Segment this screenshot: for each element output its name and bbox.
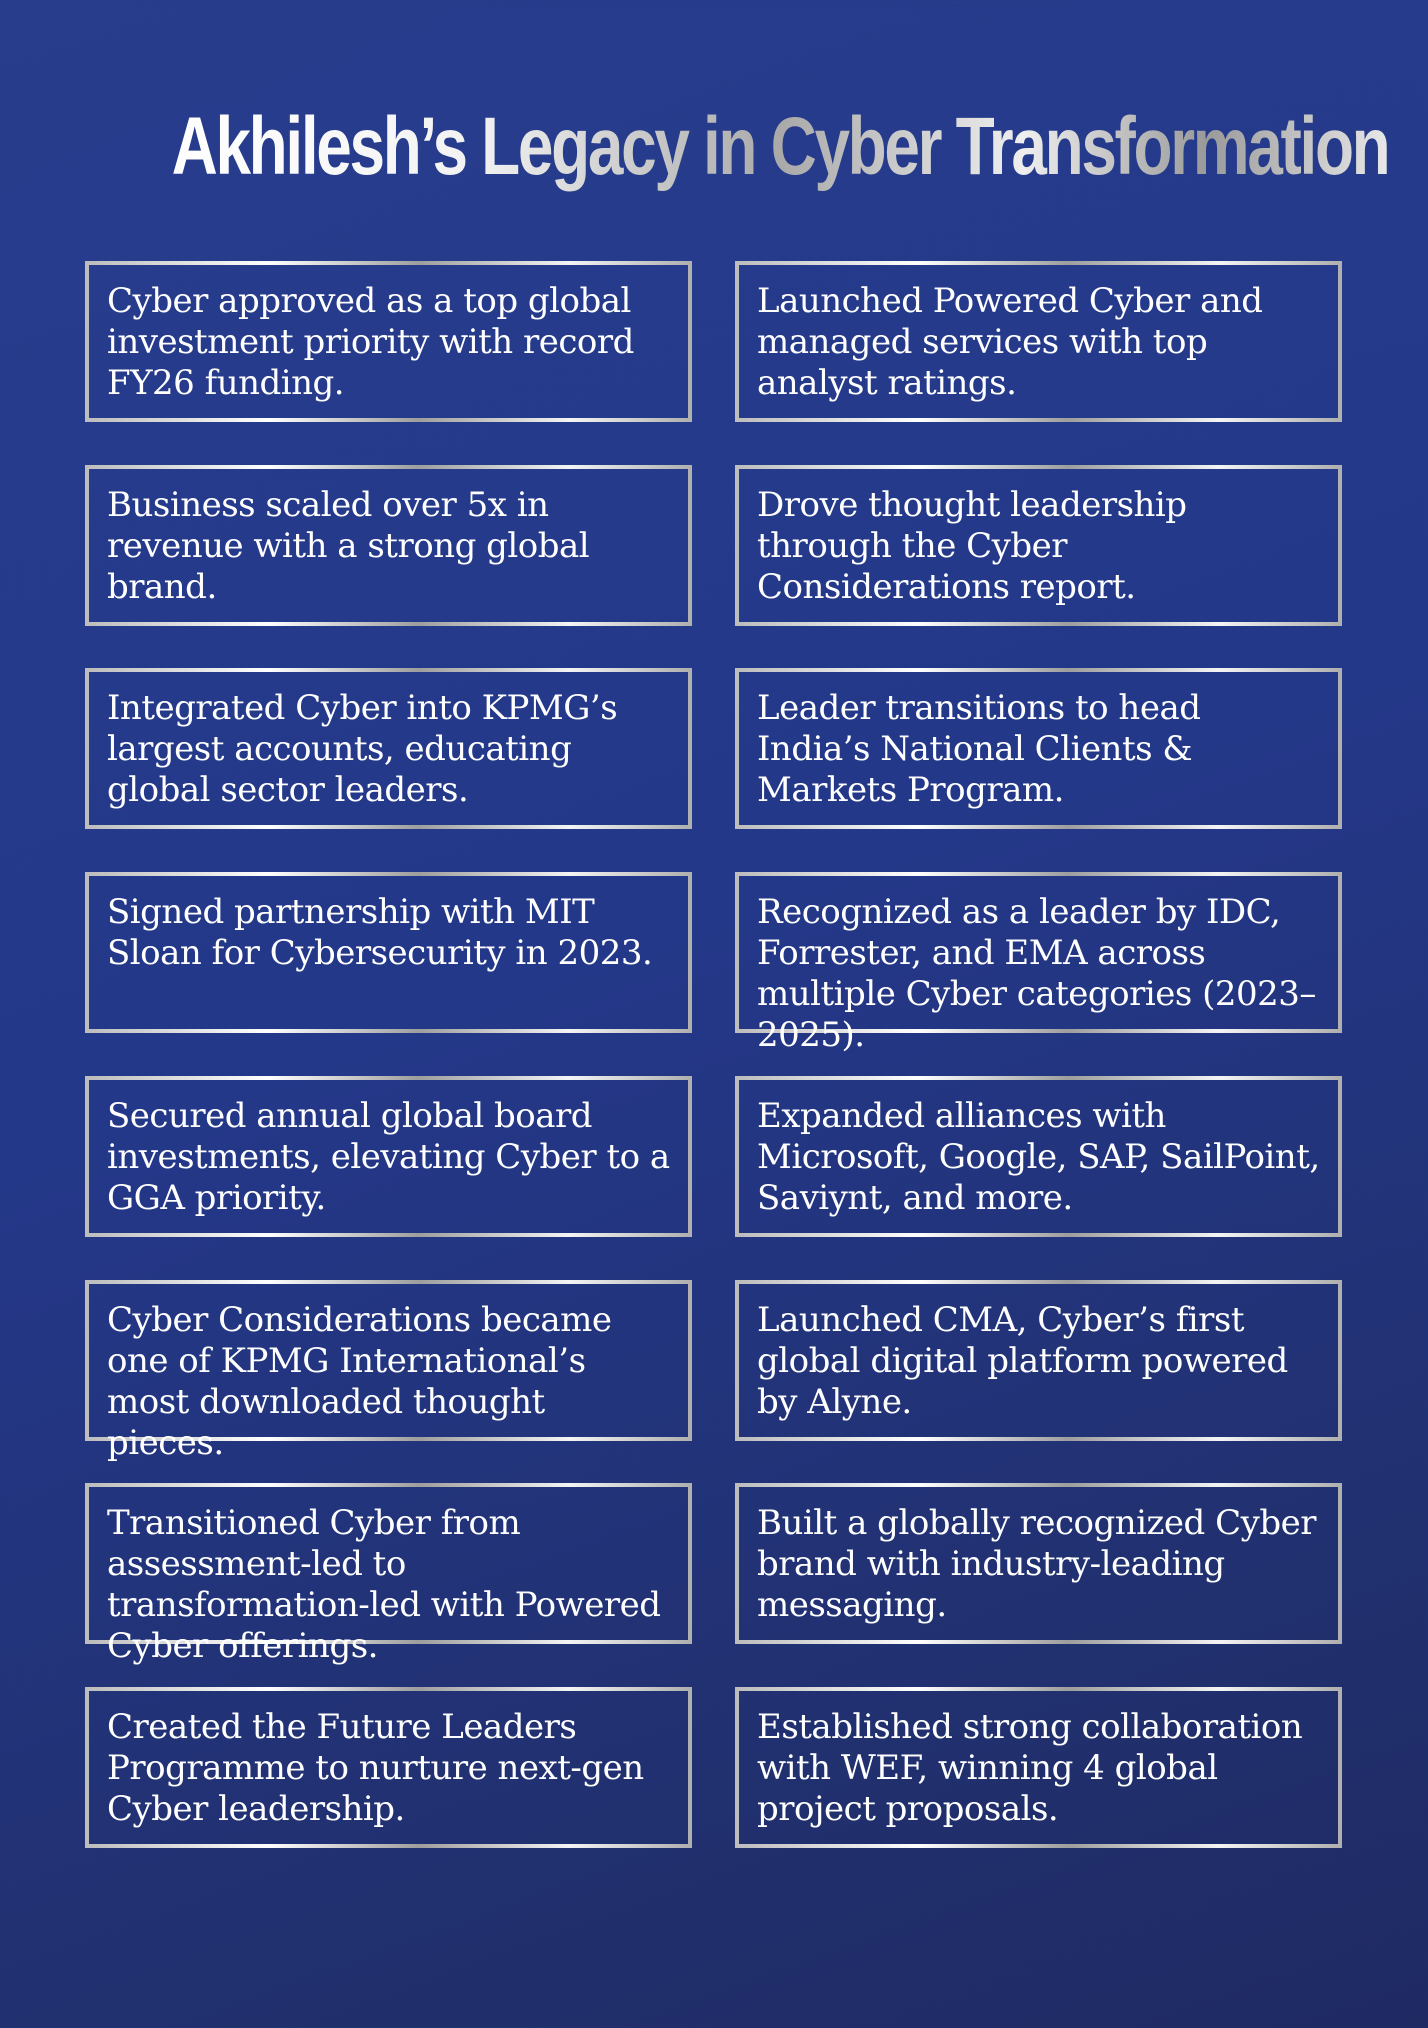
achievement-card: Cyber approved as a top global investmen…: [85, 261, 692, 422]
achievement-card: Established strong collaboration with WE…: [735, 1686, 1342, 1848]
title-container: Akhilesh’s Legacy in Cyber Transformatio…: [0, 100, 1428, 194]
achievement-card: Integrated Cyber into KPMG’s largest acc…: [85, 668, 692, 830]
achievement-card: Recognized as a leader by IDC, Forrester…: [735, 872, 1342, 1055]
achievement-card: Built a globally recognized Cyber brand …: [735, 1483, 1342, 1645]
achievement-card: Created the Future Leaders Programme to …: [85, 1686, 692, 1848]
page-title: Akhilesh’s Legacy in Cyber Transformatio…: [171, 101, 1391, 192]
achievement-card: Signed partnership with MIT Sloan for Cy…: [85, 872, 692, 1034]
achievement-card: Expanded alliances with Microsoft, Googl…: [735, 1075, 1342, 1237]
achievement-card: Transitioned Cyber from assessment-led t…: [85, 1483, 692, 1666]
achievement-card: Launched CMA, Cyber’s first global digit…: [735, 1279, 1342, 1441]
achievement-card: Secured annual global board investments,…: [85, 1075, 692, 1237]
achievement-card: Leader transitions to head India’s Natio…: [735, 668, 1342, 830]
achievement-card: Launched Powered Cyber and managed servi…: [735, 261, 1342, 422]
achievement-card: Business scaled over 5x in revenue with …: [85, 464, 692, 626]
achievement-card: Cyber Considerations became one of KPMG …: [85, 1279, 692, 1463]
achievement-card: Drove thought leadership through the Cyb…: [735, 464, 1342, 626]
